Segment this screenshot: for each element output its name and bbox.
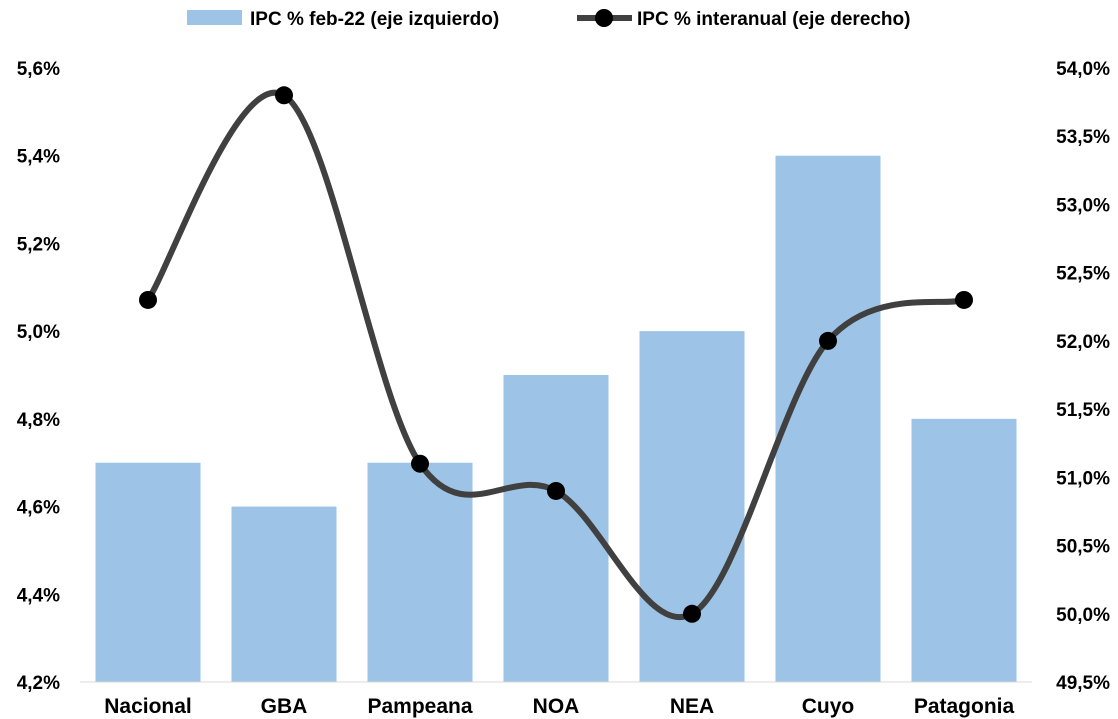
left-tick-label: 5,6% [17, 59, 60, 80]
right-tick-label: 49,5% [1056, 673, 1110, 694]
line-point-gba [275, 86, 293, 105]
category-label-noa: NOA [533, 695, 580, 718]
line-point-pampeana [411, 454, 429, 473]
bar-patagonia [911, 418, 1017, 682]
line-series [139, 86, 973, 623]
right-tick-label: 50,0% [1056, 605, 1110, 626]
legend-swatch-bar [187, 10, 242, 25]
line-point-nacional [139, 290, 157, 309]
right-tick-label: 53,5% [1056, 127, 1110, 148]
left-tick-label: 4,6% [17, 498, 60, 519]
line-point-nea [683, 604, 701, 623]
right-tick-label: 50,5% [1056, 537, 1110, 558]
category-label-patagonia: Patagonia [914, 695, 1015, 718]
left-tick-label: 5,4% [17, 147, 60, 168]
bar-nea [639, 331, 745, 682]
right-tick-label: 51,5% [1056, 400, 1110, 421]
left-tick-label: 5,0% [17, 322, 60, 343]
category-axis: Nacional GBA Pampeana NOA NEA Cuyo Patagonia [104, 695, 1014, 718]
left-tick-label: 4,8% [17, 410, 60, 431]
legend-label-line: IPC % interanual (eje derecho) [637, 9, 910, 30]
right-tick-label: 52,5% [1056, 264, 1110, 285]
left-tick-label: 5,2% [17, 234, 60, 255]
bar-nacional [95, 462, 201, 682]
bar-gba [231, 506, 337, 682]
line-point-noa [547, 481, 565, 500]
left-tick-label: 4,4% [17, 585, 60, 606]
category-label-cuyo: Cuyo [802, 695, 855, 718]
line-point-patagonia [955, 290, 973, 309]
line-point-cuyo [819, 331, 837, 350]
right-tick-label: 53,0% [1056, 195, 1110, 216]
category-label-pampeana: Pampeana [367, 695, 472, 718]
legend: IPC % feb-22 (eje izquierdo) IPC % inter… [187, 9, 910, 30]
legend-label-bar: IPC % feb-22 (eje izquierdo) [250, 9, 499, 30]
category-label-nea: NEA [670, 695, 714, 718]
left-axis: 4,2% 4,4% 4,6% 4,8% 5,0% 5,2% 5,4% 5,6% [17, 59, 60, 694]
right-tick-label: 51,0% [1056, 468, 1110, 489]
bar-cuyo [775, 155, 881, 682]
bar-pampeana [367, 462, 473, 682]
left-tick-label: 4,2% [17, 673, 60, 694]
right-tick-label: 52,0% [1056, 332, 1110, 353]
category-label-nacional: Nacional [104, 695, 192, 718]
bars [95, 155, 1017, 682]
right-axis: 49,5% 50,0% 50,5% 51,0% 51,5% 52,0% 52,5% 53,0%… [1056, 59, 1110, 694]
legend-swatch-marker [595, 9, 613, 27]
right-tick-label: 54,0% [1056, 59, 1110, 80]
category-label-gba: GBA [261, 695, 308, 718]
